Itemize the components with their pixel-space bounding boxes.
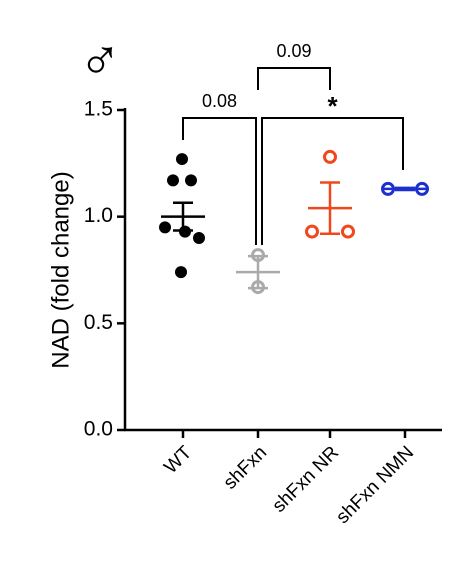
significance-bracket (261, 117, 404, 245)
y-tick-label: 0.5 (84, 311, 113, 334)
x-tick-label: shFxn (220, 442, 271, 493)
x-tick-label: shFxn NMN (332, 442, 418, 528)
error-bar (320, 181, 340, 235)
data-point (159, 221, 171, 234)
x-tick-label: WT (160, 442, 196, 478)
data-point (167, 174, 179, 187)
data-point (176, 153, 188, 166)
y-tick-label: 1.0 (84, 204, 113, 227)
error-bar (173, 201, 193, 232)
significance-bracket (182, 117, 257, 245)
data-point (193, 232, 205, 244)
significance-bracket (257, 67, 331, 90)
data-point (341, 224, 355, 239)
y-tick-label: 0.0 (84, 418, 113, 441)
data-point (305, 224, 319, 239)
data-point (175, 266, 187, 279)
significance-label: * (327, 91, 338, 121)
data-point (185, 174, 197, 187)
error-bar (248, 254, 268, 290)
data-point (323, 149, 337, 164)
significance-label: 0.09 (276, 41, 311, 61)
error-bar (395, 186, 415, 192)
sex-symbol: ♂ (78, 25, 122, 90)
significance-label: 0.08 (202, 91, 237, 111)
x-tick-label: shFxn NR (269, 442, 344, 517)
y-axis-label: NAD (fold change) (47, 171, 74, 368)
y-tick-label: 1.5 (84, 98, 113, 121)
